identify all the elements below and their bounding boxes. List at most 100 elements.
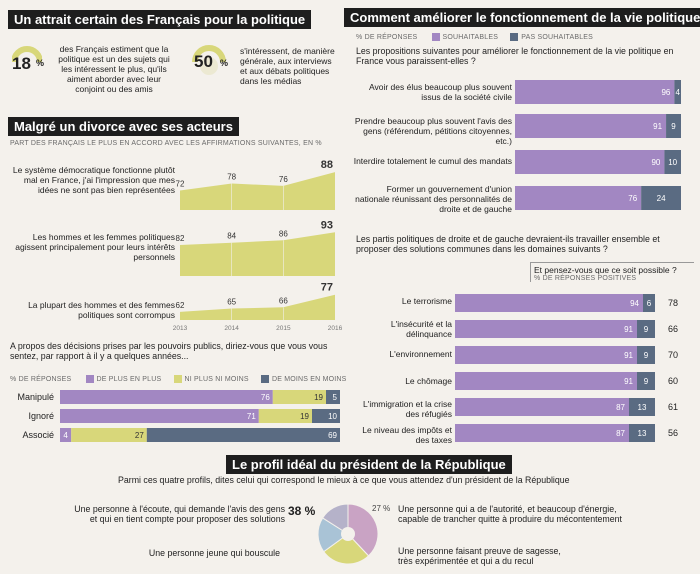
stat-text: des Français estiment que la politique e… (58, 44, 170, 94)
bar-segment (664, 150, 681, 174)
ameliorer-label-1: Avoir des élus beaucoup plus souvent iss… (368, 82, 512, 102)
stat-unit: % (220, 58, 229, 68)
profil-1-line2: et qui en tient compte pour proposer des… (89, 514, 285, 524)
data-label: 94 (630, 299, 639, 308)
stat-unit: % (36, 58, 45, 68)
data-label: 72 (176, 179, 185, 188)
data-label: 65 (227, 298, 236, 307)
area-series-2 (180, 232, 335, 276)
data-label: 62 (176, 301, 185, 310)
possible-value: 61 (668, 402, 678, 412)
bar-segment (60, 428, 72, 442)
bar-segment (666, 114, 681, 138)
bar-segment (312, 409, 340, 423)
gauge-icon (12, 46, 42, 63)
domaine-label-6: Le niveau des impôts et des taxes (362, 425, 452, 445)
bar-segment (455, 346, 637, 364)
data-label: 86 (279, 229, 288, 238)
bar-segment (455, 398, 629, 416)
divorce-chart: 72 78 76 88 82 84 86 93 62 65 66 77 2013 2014 2015 2016 (173, 159, 343, 332)
legend-swatch-yellow (173, 375, 182, 383)
data-label: 93 (321, 219, 333, 231)
data-label: 76 (279, 175, 288, 184)
ameliorer-chart: 96 4 91 9 90 10 76 24 (515, 80, 681, 210)
possible-value: 70 (668, 350, 678, 360)
data-label: 84 (227, 232, 236, 241)
data-label: 19 (314, 393, 323, 402)
possible-value: 66 (668, 324, 678, 334)
profil-1-pct: 38 % (288, 504, 316, 518)
data-label: 91 (624, 351, 633, 360)
bar-segment (515, 186, 642, 210)
domaines-chart: 94 6 78 91 9 66 91 9 70 91 9 60 87 13 61 87 13 56 (455, 294, 678, 442)
possible-value: 56 (668, 428, 678, 438)
bar-segment (643, 294, 655, 312)
domaines-side-title: Et pensez-vous que ce soit possible ? % … (530, 262, 694, 282)
bar-segment (629, 398, 655, 416)
bar-segment (637, 320, 655, 338)
domaine-label-1: Le terrorisme (401, 296, 452, 306)
profil-2: Une personne qui a de l'autorité, et bea… (398, 504, 678, 524)
data-label: 71 (247, 412, 256, 421)
pie-slice (323, 533, 370, 565)
profil-3: Une personne jeune qui bouscule (80, 548, 280, 558)
bar-segment (60, 409, 259, 423)
legend-swatch-blue (510, 33, 519, 41)
bar-segment (641, 186, 681, 210)
data-label: 4 (63, 431, 68, 440)
legend-swatch-purple (431, 33, 440, 41)
stat-18: 18 % des Français estiment que la politi… (10, 44, 180, 104)
side-title: Et pensez-vous que ce soit possible ? (534, 265, 677, 275)
data-label: 6 (647, 299, 652, 308)
legend-item-souhaitables: SOUHAITABLES (442, 33, 499, 41)
data-label: 76 (628, 194, 637, 203)
stat-text: s'intéressent, de manière générale, aux … (240, 46, 335, 86)
bar-segment (455, 372, 637, 390)
data-label: 77 (321, 282, 333, 294)
data-label: 24 (657, 194, 666, 203)
bar-segment (637, 346, 655, 364)
domaine-label-2: L'insécurité et la délinquance (390, 319, 452, 339)
ameliorer-label-4: Former un gouvernement d'union nationale… (355, 184, 512, 214)
decisions-legend: % DE RÉPONSES DE PLUS EN PLUS NI PLUS NI… (10, 375, 350, 383)
data-label: 13 (638, 403, 647, 412)
domaine-label-5: L'immigration et la crise des réfugiés (362, 399, 452, 419)
legend-item-plus: DE PLUS EN PLUS (96, 375, 162, 383)
data-label: 76 (261, 393, 270, 402)
stat-50: 50 % s'intéressent, de manière générale,… (190, 44, 340, 104)
profil-title: Le profil idéal du président de la Répub… (226, 455, 512, 474)
domaine-label-3: L'environnement (389, 349, 452, 359)
ameliorer-label-2: Prendre beaucoup plus souvent l'avis des… (354, 116, 512, 146)
legend-label: % DE RÉPONSES (10, 375, 72, 383)
row-label: Associé (22, 430, 54, 440)
legend-label: % DE RÉPONSES (356, 33, 418, 41)
possible-value: 78 (668, 298, 678, 308)
data-label: 91 (624, 377, 633, 386)
bar-segment (146, 428, 340, 442)
divorce-label-1: Le système démocratique fonctionne plutô… (12, 165, 175, 195)
area-series-1 (180, 172, 335, 210)
data-label: 5 (333, 393, 338, 402)
bar-segment (326, 390, 340, 404)
bar-segment (515, 114, 667, 138)
row-label: Manipulé (17, 392, 54, 402)
bar-segment (455, 294, 643, 312)
data-label: 91 (653, 122, 662, 131)
bar-segment (455, 320, 637, 338)
divorce-title: Malgré un divorce avec ses acteurs (8, 117, 239, 136)
bar-segment (674, 80, 681, 104)
data-label: 87 (616, 403, 625, 412)
data-label: 4 (675, 88, 680, 97)
profil-4-line2: très expérimentée et qui a du recul (398, 556, 534, 566)
domaines-question: Les partis politiques de droite et de ga… (356, 234, 660, 254)
data-label: 10 (668, 158, 677, 167)
x-tick-label: 2016 (328, 325, 343, 332)
legend-item-moins: DE MOINS EN MOINS (271, 375, 347, 383)
data-label: 91 (624, 325, 633, 334)
row-label: Ignoré (28, 411, 54, 421)
attrait-title: Un attrait certain des Français pour la … (8, 10, 312, 29)
bar-segment (455, 424, 629, 442)
bar-segment (515, 150, 665, 174)
profil-4: Une personne faisant preuve de sagesse, … (398, 546, 678, 566)
data-label: 27 (135, 431, 144, 440)
